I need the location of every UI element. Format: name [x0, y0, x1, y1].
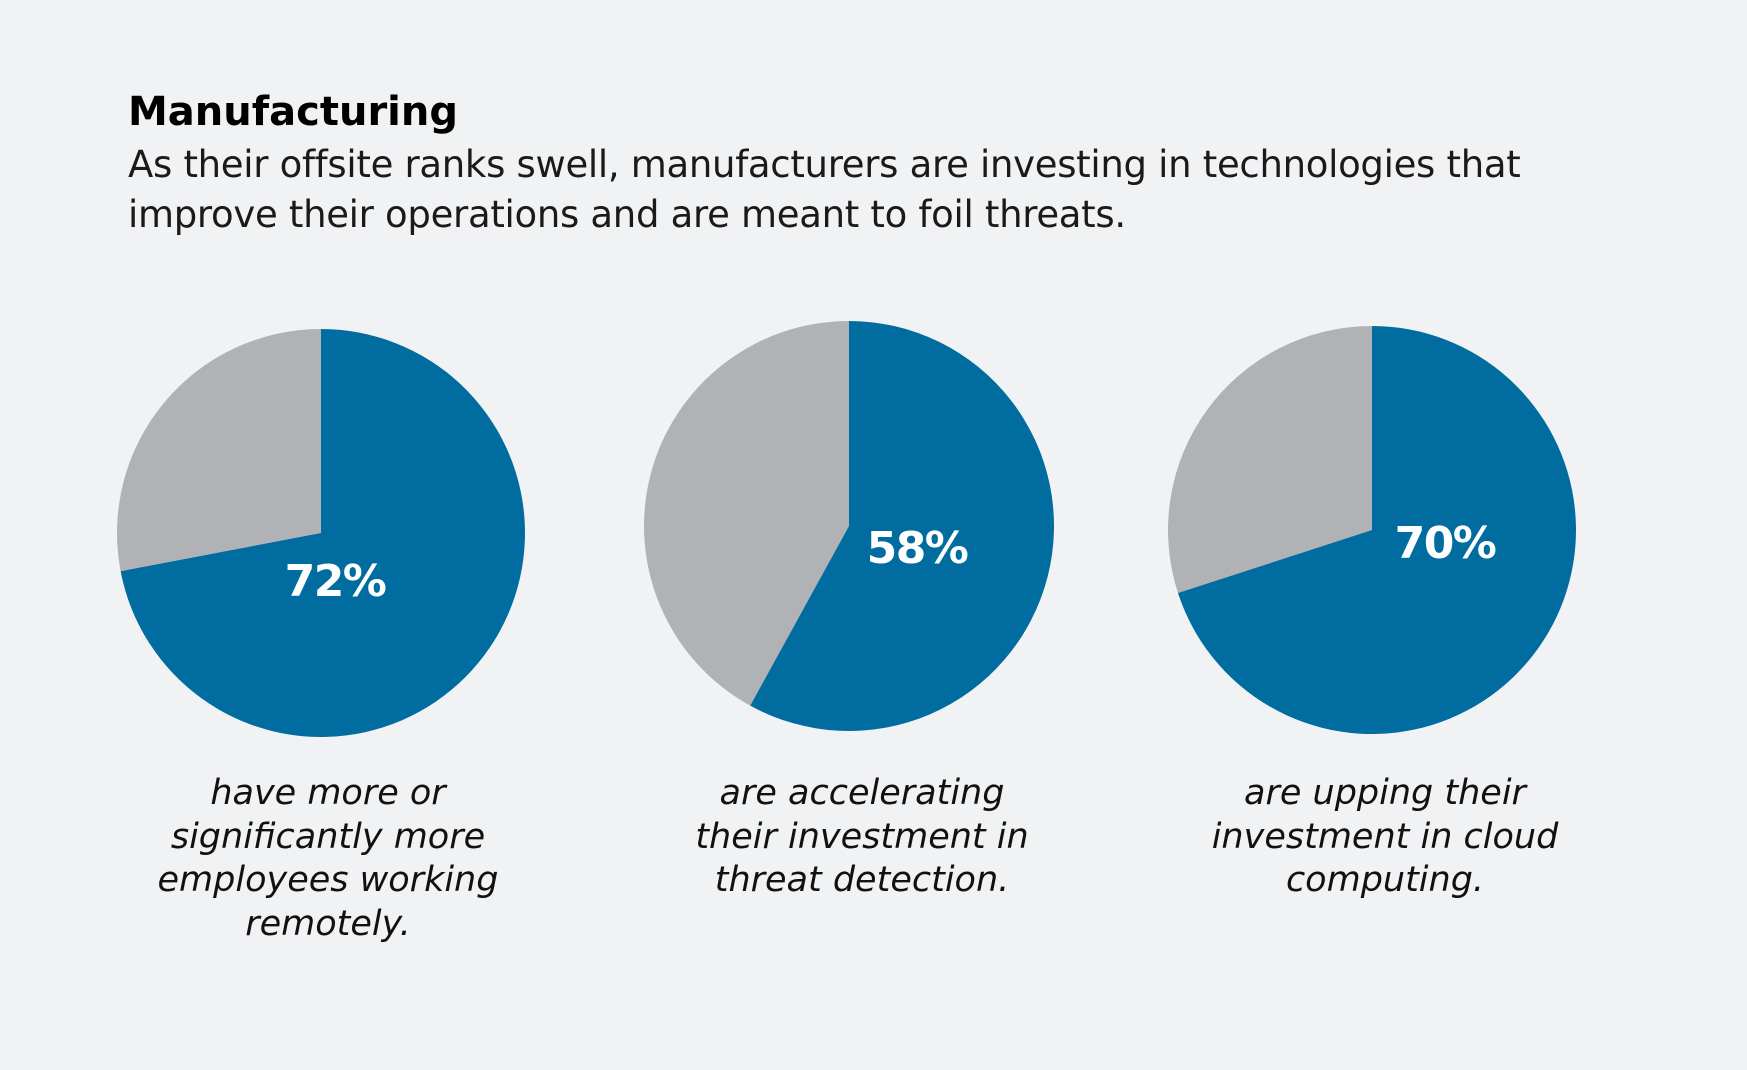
pie-1-percent-label: 72%: [285, 556, 386, 607]
pie-1-caption: have more or significantly more employee…: [157, 773, 499, 944]
pie-1-remainder-slice: [116, 329, 321, 572]
pie-3-primary-slice: [1177, 326, 1577, 734]
page-title: Manufacturing: [128, 89, 458, 135]
pie-3-percent-label: 70%: [1395, 518, 1496, 569]
pie-2-primary-slice: [750, 321, 1054, 732]
pie-chart-3: 70%: [1168, 326, 1577, 734]
pie-2-percent-label: 58%: [867, 523, 968, 574]
page-subtitle: As their offsite ranks swell, manufactur…: [128, 143, 1521, 236]
pie-3-remainder-slice: [1168, 326, 1372, 594]
pie-2-caption: are accelerating their investment in thr…: [695, 773, 1029, 900]
pie-chart-2: 58%: [644, 321, 1054, 732]
header: Manufacturing As their offsite ranks swe…: [128, 84, 1628, 240]
pie-2-remainder-slice: [644, 321, 849, 706]
pie-3-caption: are upping their investment in cloud com…: [1211, 773, 1559, 900]
pie-1-primary-slice: [120, 329, 525, 737]
pie-chart-1: 72%: [116, 329, 525, 737]
